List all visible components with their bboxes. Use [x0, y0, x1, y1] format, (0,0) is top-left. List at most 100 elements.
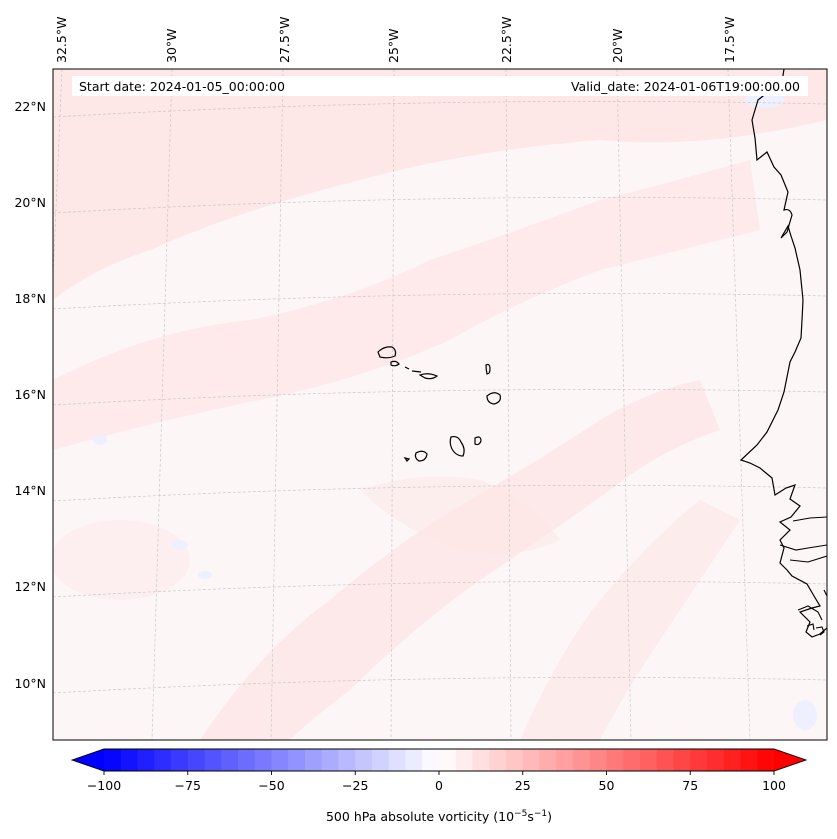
island-sao-nicolau-east: [418, 373, 439, 380]
colorbar-cell: [388, 749, 407, 771]
map-panel: [53, 69, 827, 740]
colorbar-cell: [338, 749, 356, 771]
lat-label-10N: 10°N: [14, 676, 46, 691]
colorbar-cell: [187, 749, 206, 771]
island-santo-antao: [377, 346, 397, 359]
colorbar: −100 −75 −50 −25 0 25 50 75 100 500 hPa absolute…: [70, 748, 808, 824]
colorbar-cell: [740, 749, 758, 771]
colorbar-cell: [556, 749, 574, 771]
colorbar-cell: [589, 749, 608, 771]
colorbar-cell: [606, 749, 624, 771]
vorticity-band-north: [53, 69, 827, 300]
gridline-lon-30W: [151, 69, 173, 740]
map-frame: [52, 68, 828, 741]
colorbar-tick-label: 25: [515, 778, 531, 793]
island-sao-nicolau: [411, 370, 422, 373]
colorbar-cell: [288, 749, 306, 771]
colorbar-tick-label: 50: [599, 778, 615, 793]
colorbar-tick-label: −50: [258, 778, 284, 793]
valid-date-label: Valid_date: 2024-01-06T19:00:00.00: [571, 79, 800, 94]
gridline-lat-16N: [53, 389, 827, 406]
lat-label-22N: 22°N: [14, 99, 46, 114]
colorbar-cell: [221, 749, 239, 771]
colorbar-cell: [238, 749, 256, 771]
colorbar-cell: [422, 749, 440, 771]
colorbar-ticks: −100 −75 −50 −25 0 25 50 75 100: [87, 771, 786, 793]
gridline-lat-18N: [53, 293, 827, 310]
colorbar-label: 500 hPa absolute vorticity (10−5s−1): [326, 809, 552, 824]
gridline-lon-22-5W: [505, 69, 512, 740]
colorbar-tick-label: 0: [435, 778, 443, 793]
colorbar-cell: [137, 749, 155, 771]
island-brava: [403, 457, 411, 462]
island-fogo: [414, 450, 428, 462]
colorbar-cell: [154, 749, 172, 771]
colorbar-tick-label: −75: [175, 778, 201, 793]
vorticity-band-diagonal-1: [53, 160, 760, 450]
colorbar-cell: [522, 749, 541, 771]
coast-guinea-bissau-detail: [779, 516, 827, 621]
lon-label-22-5W: 22.5°W: [499, 17, 514, 63]
gridline-lat-22N: [53, 101, 827, 118]
vorticity-field-shading: [53, 69, 827, 740]
vorticity-band-diagonal-2: [200, 380, 720, 740]
colorbar-cell: [757, 749, 775, 771]
colorbar-label-mid: s: [527, 809, 534, 824]
colorbar-cell: [707, 749, 725, 771]
lat-label-18N: 18°N: [14, 291, 46, 306]
colorbar-cells: [72, 749, 806, 771]
gridline-lon-27-5W: [270, 69, 284, 740]
colorbar-cell: [690, 749, 708, 771]
island-sao-vicente: [390, 360, 400, 367]
colorbar-cell: [539, 749, 557, 771]
colorbar-cell: [372, 749, 390, 771]
colorbar-cell: [640, 749, 658, 771]
lon-label-25W: 25°W: [386, 28, 401, 63]
longitude-labels: 32.5°W 30°W 27.5°W 25°W 22.5°W 20°W 17.5…: [54, 17, 737, 63]
colorbar-tick-label: 100: [762, 778, 786, 793]
colorbar-cell: [623, 749, 641, 771]
lon-label-30W: 30°W: [164, 28, 179, 63]
island-sal: [485, 363, 491, 375]
coast-bijagos: [806, 623, 825, 636]
gridline-lat-14N: [53, 485, 827, 502]
colorbar-extend-low: [72, 749, 104, 771]
west-africa-coastline: [739, 69, 827, 638]
gridline-lat-20N: [53, 197, 827, 214]
lat-label-14N: 14°N: [14, 483, 46, 498]
colorbar-cell: [472, 749, 490, 771]
island-santa-luzia: [404, 366, 410, 370]
lon-label-20W: 20°W: [610, 28, 625, 63]
colorbar-cell: [573, 749, 591, 771]
colorbar-cell: [204, 749, 222, 771]
colorbar-label-exp1: −5: [514, 809, 527, 819]
colorbar-cell: [673, 749, 691, 771]
colorbar-cell: [723, 749, 742, 771]
colorbar-label-end: ): [547, 809, 552, 824]
vorticity-negative-patch-3: [172, 540, 188, 550]
colorbar-cell: [405, 749, 423, 771]
colorbar-cell: [254, 749, 273, 771]
start-date-label: Start date: 2024-01-05_00:00:00: [79, 79, 285, 94]
colorbar-tick-label: −25: [342, 778, 368, 793]
vorticity-negative-patch-4: [198, 571, 212, 579]
vorticity-negative-patch-5: [793, 700, 817, 730]
colorbar-cell: [489, 749, 507, 771]
gridline-lon-17-5W: [727, 69, 751, 740]
lat-label-12N: 12°N: [14, 579, 46, 594]
gridline-lat-12N: [53, 581, 827, 598]
colorbar-tick-label: −100: [87, 778, 121, 793]
lon-label-27-5W: 27.5°W: [277, 17, 292, 63]
colorbar-tick-label: 75: [682, 778, 698, 793]
colorbar-cell: [104, 749, 122, 771]
vorticity-negative-patch-2: [93, 435, 107, 445]
colorbar-cell: [355, 749, 373, 771]
gridline-lon-32-5W: [53, 69, 63, 286]
colorbar-cell: [171, 749, 189, 771]
date-info-box: [72, 76, 808, 96]
lon-label-32-5W: 32.5°W: [54, 17, 69, 63]
colorbar-cell: [439, 749, 457, 771]
colorbar-extend-high: [774, 749, 806, 771]
gridline-lon-20W: [616, 69, 632, 740]
